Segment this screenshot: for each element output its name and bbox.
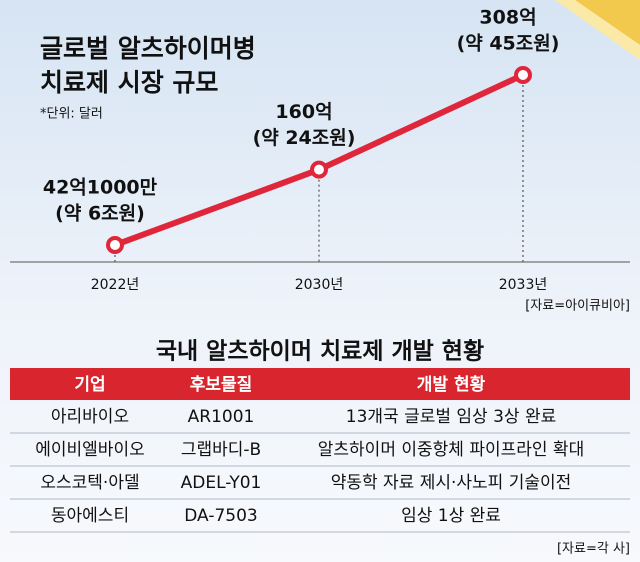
value-note: (약 45조원) bbox=[457, 33, 560, 55]
chart-title: 글로벌 알츠하이머병 bbox=[40, 34, 256, 63]
table-cell: ADEL-Y01 bbox=[181, 473, 262, 493]
table-source: [자료=각 사] bbox=[557, 542, 630, 557]
x-tick-label: 2033년 bbox=[499, 277, 548, 293]
table-cell: AR1001 bbox=[188, 407, 255, 427]
value-note: (약 6조원) bbox=[55, 203, 145, 225]
chart-source: [자료=아이큐비아] bbox=[525, 299, 630, 314]
table-cell: 13개국 글로벌 임상 3상 완료 bbox=[346, 407, 556, 427]
unit-note: *단위: 달러 bbox=[40, 107, 103, 122]
table-cell: 그랩바디-B bbox=[181, 440, 261, 460]
chart-title: 치료제 시장 규모 bbox=[40, 68, 218, 97]
table-cell: 알츠하이머 이중항체 파이프라인 확대 bbox=[318, 440, 584, 460]
table-cell: 아리바이오 bbox=[51, 407, 129, 427]
point bbox=[514, 66, 532, 84]
table-cell: 오스코텍·아델 bbox=[40, 473, 139, 493]
corner-stripe bbox=[555, 0, 640, 60]
point bbox=[310, 160, 328, 179]
table-cell: 동아에스티 bbox=[51, 506, 129, 526]
table-cell: DA-7503 bbox=[184, 506, 257, 526]
table-cell: 약동학 자료 제시·사노피 기술이전 bbox=[331, 473, 572, 493]
table-header-bg bbox=[10, 368, 630, 400]
table-header: 기업 bbox=[74, 375, 105, 395]
x-tick-label: 2030년 bbox=[295, 277, 344, 293]
value-label: 160억 bbox=[275, 101, 332, 123]
table-header: 후보물질 bbox=[190, 374, 253, 395]
value-label: 42억1000만 bbox=[43, 177, 158, 199]
table-header: 개발 현황 bbox=[417, 375, 486, 395]
value-note: (약 24조원) bbox=[253, 127, 356, 149]
point bbox=[106, 236, 124, 254]
value-label: 308억 bbox=[479, 7, 536, 29]
table-cell: 에이비엘바이오 bbox=[35, 440, 144, 460]
table-title: 국내 알츠하이머 치료제 개발 현황 bbox=[156, 339, 484, 365]
table-cell: 임상 1상 완료 bbox=[401, 506, 501, 526]
x-tick-label: 2022년 bbox=[91, 277, 140, 293]
